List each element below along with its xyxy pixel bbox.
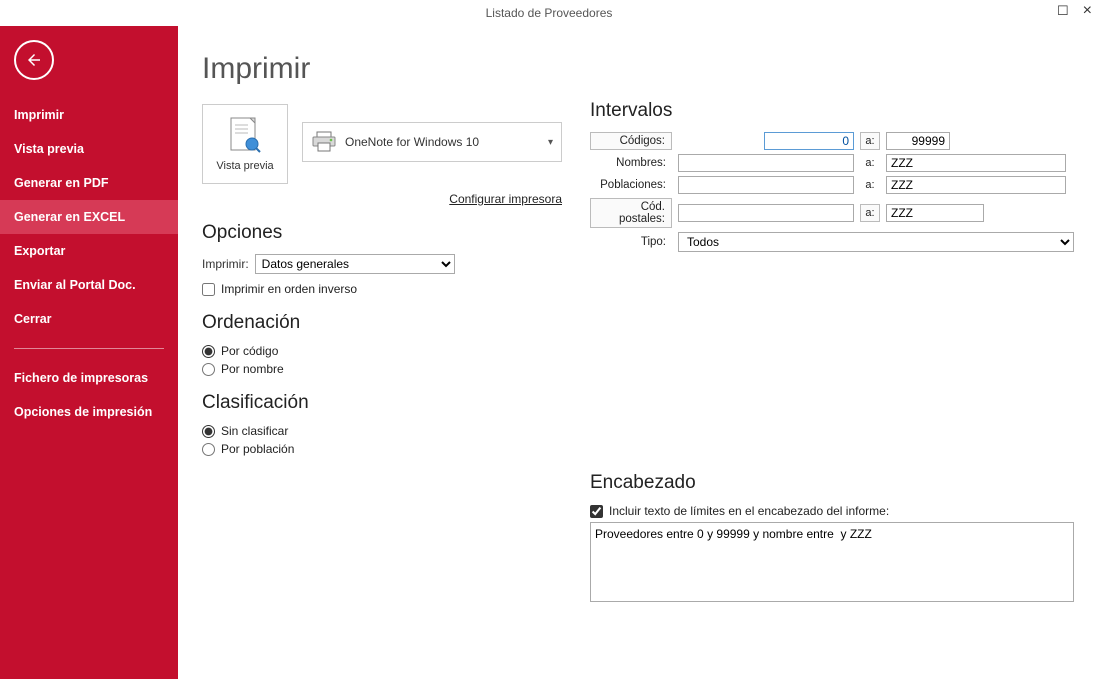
nombres-from-input[interactable] — [678, 154, 854, 172]
poblaciones-from-input[interactable] — [678, 176, 854, 194]
label-por-poblacion: Por población — [221, 442, 294, 456]
content: Imprimir Vista previa — [178, 26, 1098, 679]
close-icon[interactable]: × — [1083, 2, 1092, 20]
printer-select[interactable]: OneNote for Windows 10 ▾ — [302, 122, 562, 162]
sidebar-item-generar-pdf[interactable]: Generar en PDF — [0, 166, 178, 200]
back-button[interactable] — [14, 40, 54, 80]
titlebar: Listado de Proveedores ☐ × — [0, 0, 1098, 26]
maximize-icon[interactable]: ☐ — [1057, 3, 1069, 19]
tipo-label: Tipo: — [590, 234, 672, 250]
radio-sin-clasificar[interactable] — [202, 425, 215, 438]
sidebar-item-fichero-impresoras[interactable]: Fichero de impresoras — [0, 361, 178, 395]
window-controls: ☐ × — [1057, 2, 1092, 20]
window-title: Listado de Proveedores — [486, 6, 613, 20]
include-limits-checkbox[interactable] — [590, 505, 603, 518]
arrow-left-icon — [25, 51, 43, 69]
codigos-to-input[interactable] — [886, 132, 950, 150]
header-textarea[interactable] — [590, 522, 1074, 602]
sidebar: Imprimir Vista previa Generar en PDF Gen… — [0, 26, 178, 679]
nombres-to-input[interactable] — [886, 154, 1066, 172]
codpostales-from-input[interactable] — [678, 204, 854, 222]
nombres-label: Nombres: — [590, 155, 672, 171]
poblaciones-a: a: — [860, 179, 880, 191]
reverse-order-label: Imprimir en orden inverso — [221, 282, 357, 296]
sidebar-item-opciones-impresion[interactable]: Opciones de impresión — [0, 395, 178, 429]
codigos-label-button[interactable]: Códigos: — [590, 132, 672, 150]
page-title: Imprimir — [202, 52, 562, 86]
codigos-from-input[interactable] — [764, 132, 854, 150]
tipo-select[interactable]: Todos — [678, 232, 1074, 252]
sidebar-item-cerrar[interactable]: Cerrar — [0, 302, 178, 336]
codpostales-a-button[interactable]: a: — [860, 204, 880, 222]
section-ordenacion: Ordenación — [202, 312, 562, 334]
poblaciones-to-input[interactable] — [886, 176, 1066, 194]
nombres-a: a: — [860, 157, 880, 169]
poblaciones-label: Poblaciones: — [590, 177, 672, 193]
imprimir-select[interactable]: Datos generales — [255, 254, 455, 274]
radio-por-nombre[interactable] — [202, 363, 215, 376]
radio-por-codigo[interactable] — [202, 345, 215, 358]
label-por-nombre: Por nombre — [221, 362, 284, 376]
include-limits-label: Incluir texto de límites en el encabezad… — [609, 504, 889, 518]
sidebar-item-vista-previa[interactable]: Vista previa — [0, 132, 178, 166]
codigos-a-button[interactable]: a: — [860, 132, 880, 150]
printer-name: OneNote for Windows 10 — [345, 135, 548, 149]
label-por-codigo: Por código — [221, 344, 278, 358]
configure-printer-link[interactable]: Configurar impresora — [449, 192, 562, 206]
vista-previa-button[interactable]: Vista previa — [202, 104, 288, 184]
reverse-order-checkbox[interactable] — [202, 283, 215, 296]
sidebar-item-imprimir[interactable]: Imprimir — [0, 98, 178, 132]
section-opciones: Opciones — [202, 222, 562, 244]
sidebar-item-exportar[interactable]: Exportar — [0, 234, 178, 268]
section-intervalos: Intervalos — [590, 100, 1074, 122]
sidebar-separator — [14, 348, 164, 349]
label-sin-clasificar: Sin clasificar — [221, 424, 288, 438]
radio-por-poblacion[interactable] — [202, 443, 215, 456]
section-clasificacion: Clasificación — [202, 392, 562, 414]
section-encabezado: Encabezado — [590, 472, 1074, 494]
vista-previa-label: Vista previa — [216, 160, 273, 172]
sidebar-item-generar-excel[interactable]: Generar en EXCEL — [0, 200, 178, 234]
codpostales-to-input[interactable] — [886, 204, 984, 222]
sidebar-item-enviar-portal[interactable]: Enviar al Portal Doc. — [0, 268, 178, 302]
chevron-down-icon: ▾ — [548, 137, 553, 148]
printer-icon — [311, 131, 337, 153]
document-magnify-icon — [228, 116, 262, 156]
imprimir-label: Imprimir: — [202, 257, 249, 271]
codpostales-label-button[interactable]: Cód. postales: — [590, 198, 672, 228]
